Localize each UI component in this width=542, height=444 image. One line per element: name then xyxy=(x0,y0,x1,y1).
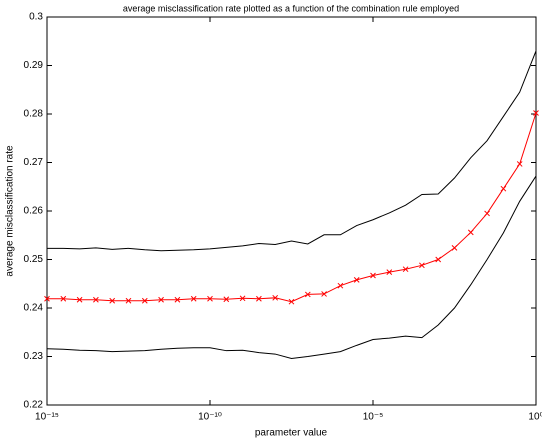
y-tick-label: 0.25 xyxy=(24,254,44,265)
chart-title: average misclassification rate plotted a… xyxy=(123,3,459,13)
marker xyxy=(419,262,425,269)
plot-frame xyxy=(46,16,537,406)
marker xyxy=(256,295,262,302)
marker xyxy=(370,272,376,279)
marker xyxy=(304,291,311,298)
marker xyxy=(516,161,523,167)
x-tick-label: 10⁻¹⁰ xyxy=(198,412,222,423)
y-tick-label: 0.29 xyxy=(24,60,44,71)
y-tick-label: 0.26 xyxy=(24,206,44,217)
marker xyxy=(500,185,507,192)
y-tick-label: 0.3 xyxy=(29,12,43,23)
marker xyxy=(207,295,213,302)
marker xyxy=(484,210,490,217)
marker xyxy=(109,297,116,304)
y-tick-label: 0.27 xyxy=(24,157,44,168)
y-tick-label: 0.28 xyxy=(24,109,44,120)
marker xyxy=(190,295,197,302)
marker xyxy=(44,295,50,302)
marker xyxy=(174,296,181,303)
y-tick-label: 0.24 xyxy=(24,303,44,314)
marker xyxy=(402,266,409,273)
marker xyxy=(76,296,83,303)
series-line xyxy=(47,50,537,252)
marker xyxy=(467,229,474,236)
marker xyxy=(239,295,246,302)
marker xyxy=(451,245,458,251)
marker xyxy=(60,295,67,302)
marker xyxy=(353,277,360,283)
x-axis-label: parameter value xyxy=(255,428,328,439)
marker xyxy=(158,296,164,303)
marker xyxy=(93,296,99,303)
x-tick-label: 10⁰ xyxy=(528,412,542,423)
y-tick-label: 0.23 xyxy=(24,351,44,362)
marker xyxy=(288,298,295,305)
marker xyxy=(125,297,132,304)
marker xyxy=(533,110,539,116)
y-tick-label: 0.22 xyxy=(24,400,44,411)
y-axis-label: average misclassification rate xyxy=(5,145,16,277)
x-tick-label: 10⁻¹⁵ xyxy=(35,412,59,423)
marker xyxy=(223,296,230,303)
marker xyxy=(321,291,327,297)
series-line xyxy=(46,175,537,359)
marker xyxy=(386,269,393,275)
marker xyxy=(141,297,148,304)
marker xyxy=(337,282,344,289)
marker xyxy=(272,294,279,301)
marker xyxy=(435,256,442,263)
x-tick-label: 10⁻⁵ xyxy=(363,412,384,423)
series-line xyxy=(47,112,537,303)
